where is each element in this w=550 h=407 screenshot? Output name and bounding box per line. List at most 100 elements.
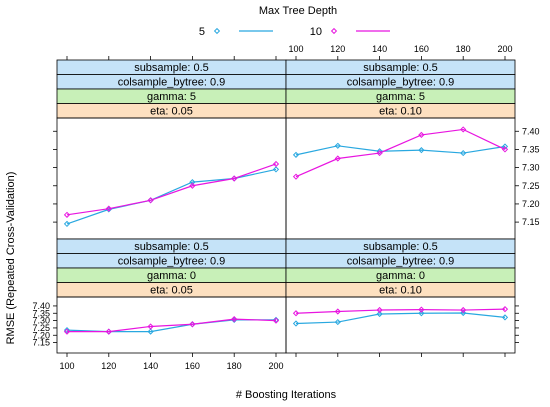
data-point-5 [272, 166, 280, 173]
chart-panels: subsample: 0.5 colsample_bytree: 0.9 gamma… [56, 59, 516, 354]
data-point-5 [501, 314, 509, 321]
y-tick-label: 7.15 [522, 217, 540, 227]
data-point-5 [418, 147, 425, 154]
y-tick-label: 7.20 [32, 330, 50, 340]
plot-area-top-left [56, 117, 287, 240]
plot-area-top-right [285, 117, 516, 240]
strip-label: subsample: 0.5 [134, 241, 209, 253]
x-tick-label: 180 [227, 361, 242, 371]
data-point-10 [105, 328, 112, 335]
x-tick-label: 160 [414, 44, 429, 54]
data-point-10 [63, 211, 71, 218]
series-line-10 [295, 128, 506, 178]
x-tick-label: 200 [497, 44, 512, 54]
panel-top-right: subsample: 0.5 colsample_bytree: 0.9 gamma… [285, 59, 516, 240]
panel-bottom-right: subsample: 0.5 colsample_bytree: 0.9 gamma… [285, 238, 516, 354]
legend-marker-10 [330, 27, 338, 35]
data-point-5 [334, 318, 341, 326]
data-point-5 [147, 328, 154, 335]
series-line-5 [295, 145, 506, 156]
strip-label: gamma: 5 [376, 91, 425, 103]
data-point-5 [376, 310, 383, 318]
data-point-5 [189, 179, 196, 186]
x-tick-label: 140 [372, 44, 387, 54]
y-tick-label: 7.30 [32, 316, 50, 326]
legend-marker-5 [213, 27, 221, 35]
data-point-10 [376, 149, 383, 157]
data-point-10 [63, 328, 71, 335]
legend-label-5: 5 [199, 26, 205, 38]
chart-axes: 100 120 140 160 180 200 100 120 140 160 180 200 7.15… [32, 44, 539, 371]
strip-label: colsample_bytree: 0.9 [347, 256, 455, 268]
y-tick-label: 7.35 [32, 308, 50, 318]
series-line-5 [295, 312, 506, 325]
data-point-10 [460, 306, 467, 314]
data-point-10 [231, 175, 238, 182]
data-point-5 [292, 320, 300, 327]
data-point-10 [334, 155, 341, 162]
data-point-5 [334, 142, 341, 149]
data-point-5 [292, 151, 300, 158]
data-point-10 [189, 182, 196, 189]
strip-label: subsample: 0.5 [134, 62, 209, 74]
data-point-5 [460, 309, 467, 317]
data-point-10 [501, 146, 509, 153]
x-tick-label: 100 [288, 44, 303, 54]
strip-label: eta: 0.10 [379, 285, 422, 297]
data-point-10 [105, 205, 112, 212]
x-tick-label: 120 [330, 44, 345, 54]
data-point-5 [63, 220, 71, 228]
x-tick-label: 200 [268, 361, 283, 371]
strip-label: colsample_bytree: 0.9 [118, 77, 226, 89]
data-point-10 [501, 306, 509, 313]
data-point-5 [460, 149, 467, 157]
legend-title: Max Tree Depth [259, 5, 337, 17]
y-axis-title: RMSE (Repeated Cross-Validation) [5, 172, 17, 345]
data-point-5 [418, 310, 425, 317]
data-point-10 [231, 316, 238, 323]
x-axis-title: # Boosting Iterations [236, 389, 337, 401]
series-line-5 [66, 168, 277, 225]
strip-label: gamma: 0 [376, 270, 425, 282]
legend-label-10: 10 [310, 26, 322, 38]
strip-label: eta: 0.05 [150, 106, 193, 118]
data-point-10 [418, 131, 425, 139]
y-tick-label: 7.35 [522, 144, 540, 154]
series-line-10 [66, 163, 277, 216]
y-tick-label: 7.40 [522, 126, 540, 136]
legend: 5 10 [199, 26, 390, 38]
data-point-10 [147, 197, 154, 204]
strip-label: gamma: 5 [147, 91, 196, 103]
data-point-10 [292, 173, 300, 180]
y-tick-label: 7.30 [522, 163, 540, 173]
series-line-10 [67, 318, 277, 333]
x-tick-label: 100 [59, 361, 74, 371]
data-point-10 [460, 126, 467, 133]
plot-area-bottom-right [285, 296, 516, 354]
panel-bottom-left: subsample: 0.5 colsample_bytree: 0.9 gamma… [56, 238, 287, 354]
x-tick-label: 120 [101, 361, 116, 371]
strip-label: eta: 0.05 [150, 285, 193, 297]
data-point-5 [272, 316, 280, 323]
y-tick-label: 7.15 [32, 338, 50, 348]
strip-label: gamma: 0 [147, 270, 196, 282]
strip-label: subsample: 0.5 [363, 241, 438, 253]
data-point-5 [63, 327, 71, 334]
x-tick-label: 180 [456, 44, 471, 54]
y-tick-label: 7.25 [522, 181, 540, 191]
strip-label: subsample: 0.5 [363, 62, 438, 74]
strip-label: colsample_bytree: 0.9 [347, 77, 455, 89]
data-point-10 [418, 306, 425, 313]
data-point-10 [147, 323, 154, 330]
data-point-10 [272, 317, 280, 324]
y-tick-label: 7.20 [522, 199, 540, 209]
y-tick-label: 7.40 [32, 301, 50, 311]
series-line-10 [295, 308, 506, 314]
x-tick-label: 160 [185, 361, 200, 371]
strip-label: eta: 0.10 [379, 106, 422, 118]
data-point-10 [292, 310, 300, 317]
y-tick-label: 7.25 [32, 323, 50, 333]
strip-label: colsample_bytree: 0.9 [118, 256, 226, 268]
data-point-10 [189, 321, 196, 328]
